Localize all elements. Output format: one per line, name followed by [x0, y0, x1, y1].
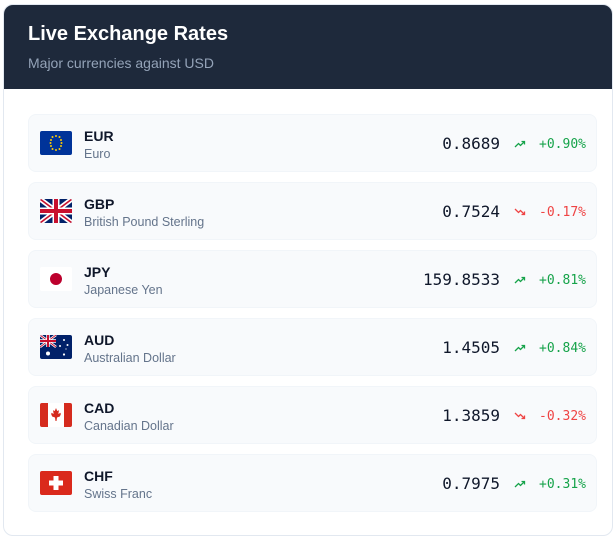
subtitle: Major currencies against USD	[28, 55, 214, 71]
currency-code: AUD	[84, 332, 115, 348]
currency-row[interactable]: GBP British Pound Sterling 0.7524 -0.17%	[28, 182, 597, 240]
flag	[40, 199, 72, 223]
flag	[40, 131, 72, 155]
change: -0.17%	[539, 205, 586, 220]
currency-name: British Pound Sterling	[84, 215, 205, 229]
change: +0.31%	[539, 477, 586, 492]
change: +0.90%	[539, 137, 586, 152]
trend-down-icon	[514, 208, 526, 216]
currency-name: Swiss Franc	[84, 487, 153, 501]
currency-row[interactable]: JPY Japanese Yen 159.8533 +0.81%	[28, 250, 597, 308]
rate: 159.8533	[422, 270, 500, 289]
currency-code: EUR	[84, 128, 114, 144]
currency-row[interactable]: AUD Australian Dollar 1.4505 +0.84%	[28, 318, 597, 376]
currency-code: GBP	[84, 196, 115, 212]
currency-code: JPY	[84, 264, 111, 280]
currency-row[interactable]: CHF Swiss Franc 0.7975 +0.31%	[28, 454, 597, 512]
rate: 1.4505	[442, 338, 500, 357]
flag	[40, 267, 72, 291]
trend-up-icon	[514, 480, 526, 488]
currency-code: CAD	[84, 400, 115, 416]
trend-up-icon	[514, 140, 526, 148]
currency-name: Euro	[84, 147, 111, 161]
change: +0.81%	[539, 273, 586, 288]
trend-down-icon	[514, 412, 526, 420]
currency-name: Australian Dollar	[84, 351, 176, 365]
currency-row[interactable]: CAD Canadian Dollar 1.3859 -0.32%	[28, 386, 597, 444]
flag	[40, 403, 72, 427]
title: Live Exchange Rates	[28, 23, 229, 45]
rate: 0.8689	[442, 134, 500, 153]
rate: 0.7524	[442, 202, 500, 221]
change: -0.32%	[539, 409, 586, 424]
exchange-card: Live Exchange Rates Major currencies aga…	[3, 4, 613, 536]
currency-list: EUR Euro 0.8689 +0.90% GBP British Pound…	[28, 114, 597, 522]
card-header: Live Exchange Rates Major currencies aga…	[4, 5, 612, 89]
trend-up-icon	[514, 344, 526, 352]
change: +0.84%	[539, 341, 586, 356]
currency-name: Japanese Yen	[84, 283, 163, 297]
rate: 0.7975	[442, 474, 500, 493]
currency-code: CHF	[84, 468, 113, 484]
trend-up-icon	[514, 276, 526, 284]
currency-name: Canadian Dollar	[84, 419, 174, 433]
currency-row[interactable]: EUR Euro 0.8689 +0.90%	[28, 114, 597, 172]
flag	[40, 471, 72, 495]
rate: 1.3859	[442, 406, 500, 425]
flag	[40, 335, 72, 359]
